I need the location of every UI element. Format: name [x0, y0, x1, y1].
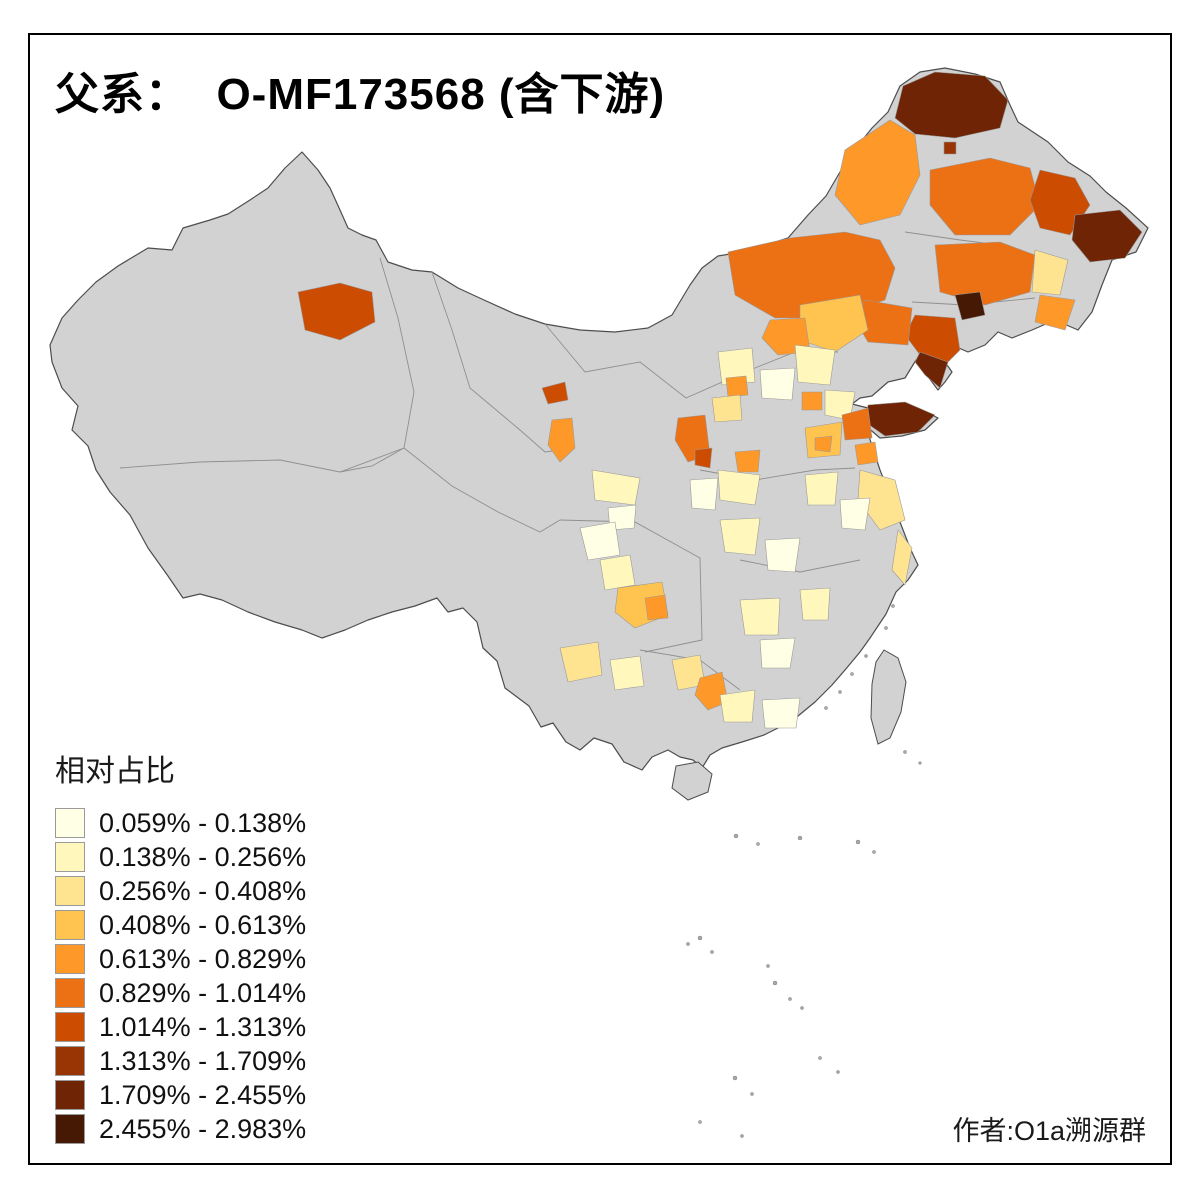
prefecture-region — [794, 344, 836, 386]
prefecture-region — [761, 697, 801, 729]
legend-label: 0.138% - 0.256% — [99, 841, 307, 872]
map-frame — [28, 33, 1172, 1165]
legend-row: 1.014% - 1.313% — [55, 1010, 385, 1044]
legend-swatch — [55, 1046, 85, 1076]
legend-label: 0.408% - 0.613% — [99, 909, 307, 940]
legend-swatch — [55, 842, 85, 872]
legend-swatch — [55, 910, 85, 940]
prefecture-region — [719, 517, 761, 556]
legend-row: 0.613% - 0.829% — [55, 942, 385, 976]
prefecture-region — [297, 282, 376, 341]
prefecture-region — [841, 407, 873, 441]
legend-row: 1.709% - 2.455% — [55, 1078, 385, 1112]
prefecture-region — [814, 435, 833, 453]
prefecture-region — [894, 71, 1009, 139]
prefecture-region — [801, 391, 823, 411]
legend-label: 1.709% - 2.455% — [99, 1079, 307, 1110]
legend-swatch — [55, 944, 85, 974]
prefecture-region — [609, 655, 645, 691]
legend-swatch — [55, 978, 85, 1008]
prefecture-region — [914, 351, 949, 389]
hainan-island — [671, 761, 713, 801]
prefecture-region — [711, 394, 743, 423]
legend-title: 相对占比 — [55, 755, 175, 788]
prefecture-region — [725, 375, 749, 398]
legend-label: 0.059% - 0.138% — [99, 807, 307, 838]
prefecture-region — [734, 449, 761, 473]
prefecture-region — [804, 471, 839, 506]
prefecture-region — [759, 367, 796, 401]
prefecture-region — [719, 689, 756, 723]
prefecture-region — [839, 497, 871, 531]
legend-swatch — [55, 808, 85, 838]
legend-row: 0.059% - 0.138% — [55, 806, 385, 840]
prefecture-region — [547, 417, 576, 463]
legend-label: 2.455% - 2.983% — [99, 1113, 307, 1144]
prefecture-region — [579, 521, 621, 561]
legend-row: 1.313% - 1.709% — [55, 1044, 385, 1078]
page-title: 父系： O-MF173568 (含下游) — [55, 70, 666, 119]
legend-swatch — [55, 1114, 85, 1144]
prefecture-region — [1031, 249, 1069, 296]
legend-label: 0.829% - 1.014% — [99, 977, 307, 1008]
colored-regions — [297, 71, 1143, 729]
legend-row: 0.256% - 0.408% — [55, 874, 385, 908]
prefecture-region — [799, 587, 831, 621]
taiwan-island — [870, 649, 907, 745]
prefecture-region — [759, 637, 796, 669]
legend-label: 1.313% - 1.709% — [99, 1045, 307, 1076]
prefecture-region — [717, 469, 761, 506]
legend-swatch — [55, 1080, 85, 1110]
legend-row: 0.138% - 0.256% — [55, 840, 385, 874]
prefecture-region — [689, 477, 719, 511]
prefecture-region — [541, 381, 569, 405]
prefecture-region — [694, 447, 713, 469]
author-credit: 作者:O1a溯源群 — [952, 1116, 1146, 1146]
prefecture-region — [834, 119, 921, 226]
prefecture-region — [694, 671, 729, 711]
prefecture-region — [1071, 209, 1143, 263]
legend-swatch — [55, 876, 85, 906]
legend-row: 0.408% - 0.613% — [55, 908, 385, 942]
prefecture-region — [1034, 294, 1076, 331]
prefecture-region — [764, 537, 801, 573]
prefecture-region — [644, 594, 669, 621]
prefecture-region — [891, 529, 913, 586]
legend-rows: 0.059% - 0.138% 0.138% - 0.256% 0.256% -… — [55, 806, 385, 1146]
legend-label: 0.613% - 0.829% — [99, 943, 307, 974]
prefecture-region — [857, 469, 906, 531]
legend-row: 2.455% - 2.983% — [55, 1112, 385, 1146]
south-china-sea-islands — [686, 604, 922, 1138]
prefecture-region — [934, 241, 1036, 306]
legend-label: 0.256% - 0.408% — [99, 875, 307, 906]
prefecture-region — [599, 554, 636, 591]
prefecture-region — [943, 141, 957, 155]
prefecture-region — [954, 291, 986, 321]
prefecture-region — [559, 641, 603, 683]
prefecture-region — [929, 157, 1041, 236]
legend-swatch — [55, 1012, 85, 1042]
legend: 相对占比 0.059% - 0.138% 0.138% - 0.256% 0.2… — [55, 746, 385, 1146]
prefecture-region — [854, 441, 879, 466]
legend-label: 1.014% - 1.313% — [99, 1011, 307, 1042]
legend-row: 0.829% - 1.014% — [55, 976, 385, 1010]
prefecture-region — [739, 597, 781, 636]
